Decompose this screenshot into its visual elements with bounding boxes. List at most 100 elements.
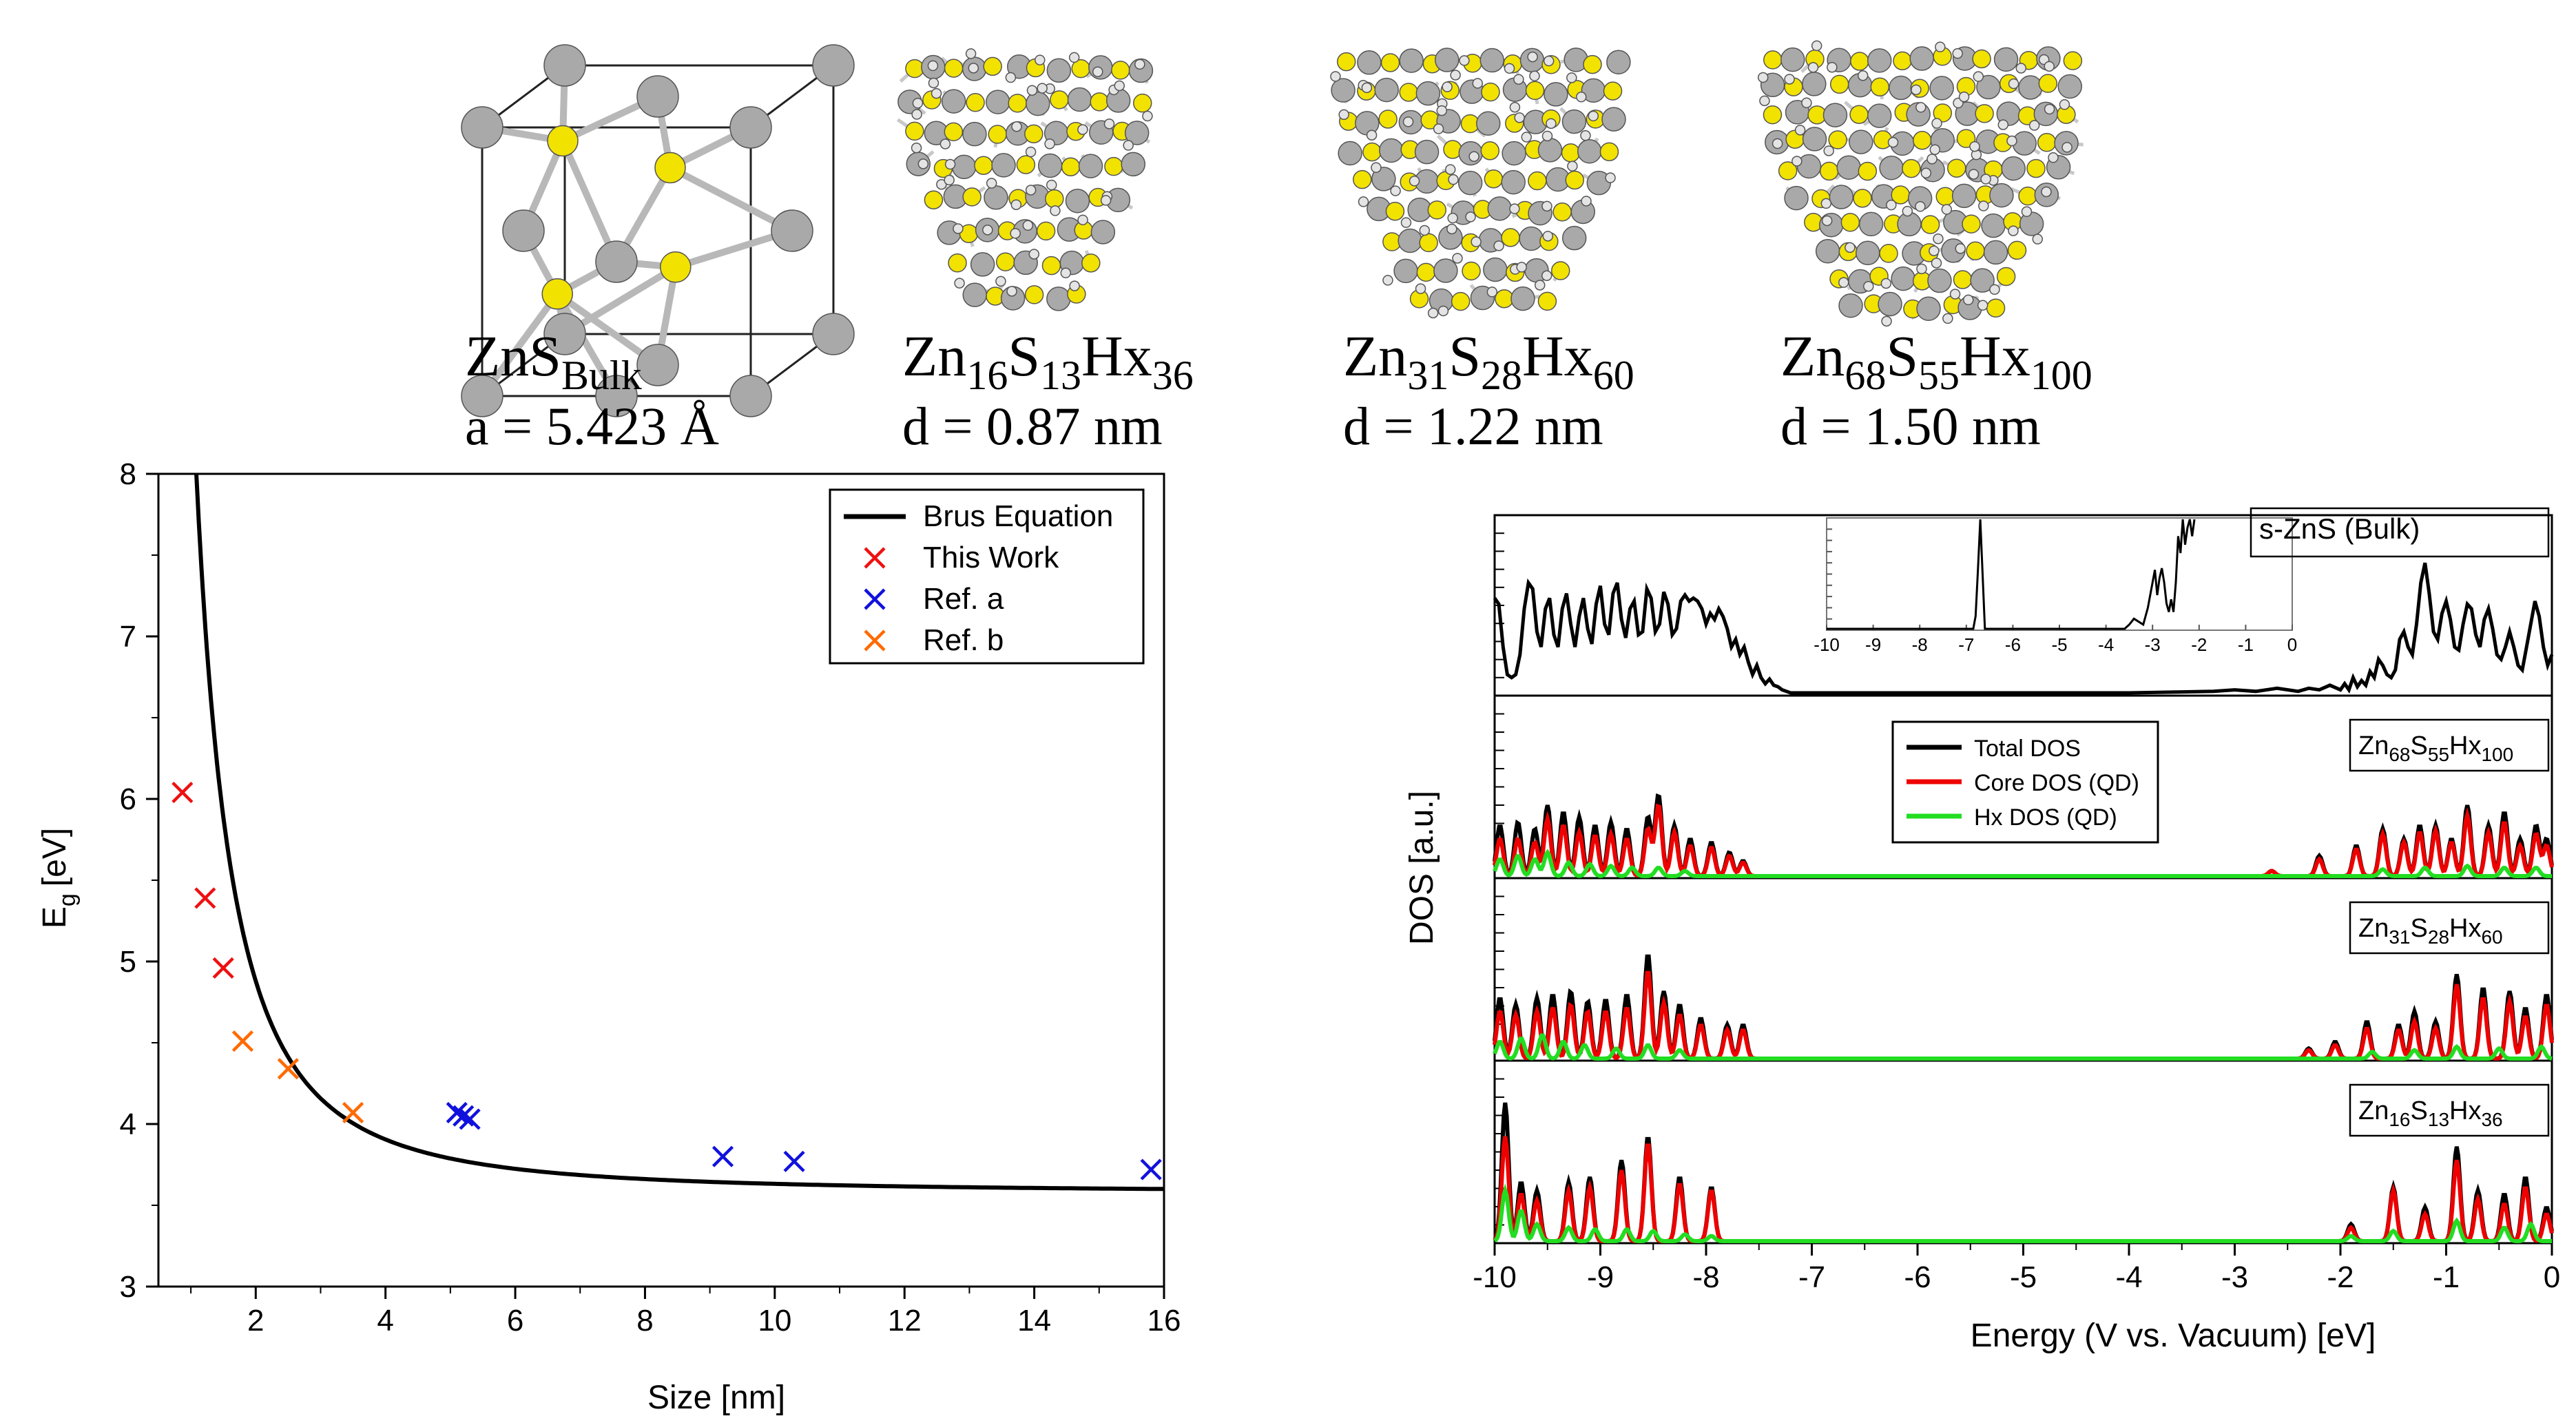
zn-atom: [991, 153, 1016, 178]
panel-label-box: [2349, 901, 2550, 955]
h-atom: [1887, 136, 1899, 148]
h-atom: [1459, 55, 1470, 66]
zn-atom: [941, 89, 966, 114]
h-atom: [982, 225, 993, 236]
h-atom: [1580, 130, 1591, 141]
s-atom: [1933, 103, 1953, 123]
zn-atom: [2057, 74, 2082, 99]
inset-x-tick-label: -5: [2051, 634, 2067, 655]
s-atom: [1362, 142, 1382, 162]
h-atom: [1978, 200, 1989, 211]
s-atom: [974, 156, 993, 175]
y-tick-label: 3: [120, 1270, 136, 1304]
h-atom: [1942, 313, 1953, 324]
legend-label-ref-b: Ref. b: [923, 623, 1004, 657]
legend-label-total: Total DOS: [1974, 736, 2081, 762]
x-tick-label: -6: [1904, 1260, 1931, 1294]
h-atom: [1955, 243, 1966, 254]
ref-a-point: [446, 1101, 468, 1124]
zn-atom: [1501, 169, 1526, 195]
panel-label-bulk: s-ZnS (Bulk): [2259, 512, 2420, 545]
s-atom: [1132, 93, 1152, 113]
h-atom: [1863, 280, 1874, 292]
formula-subscript: 100: [2030, 353, 2092, 398]
zn-atom: [1889, 75, 1913, 101]
h-atom: [1409, 176, 1420, 187]
h-atom: [1820, 198, 1832, 209]
h-atom: [1446, 223, 1457, 235]
h-atom: [912, 98, 924, 109]
inset-x-tick-label: -6: [2005, 634, 2021, 655]
zn-atom: [1046, 58, 1072, 83]
y-tick-label: 8: [120, 457, 136, 491]
h-atom: [1493, 240, 1504, 251]
h-atom: [1527, 51, 1538, 63]
s-atom: [1041, 256, 1061, 275]
x-tick-label: 6: [507, 1304, 523, 1338]
zn-atom: [543, 313, 586, 355]
h-atom: [1952, 48, 1963, 59]
inset-x-tick-label: -7: [1958, 634, 1974, 655]
zn-atom: [1802, 127, 1827, 152]
chart-legend: Brus Equation This Work Ref. a Ref. b: [829, 488, 1145, 665]
legend-label-brus: Brus Equation: [923, 499, 1113, 533]
h-atom: [1442, 81, 1453, 92]
h-atom: [968, 63, 979, 74]
inset-x-tick-label: 0: [2287, 634, 2297, 655]
zn-atom: [1577, 138, 1602, 164]
zn-atom: [1519, 226, 1544, 251]
s-atom: [1480, 141, 1500, 160]
formula-element: Hx: [1960, 324, 2030, 388]
legend-label-hx: Hx DOS (QD): [1974, 804, 2117, 831]
zn-atom: [962, 282, 988, 307]
label-subscript: 36: [2481, 1109, 2502, 1130]
s-atom: [1552, 202, 1572, 222]
s-atom: [1525, 81, 1545, 101]
s-atom: [1583, 54, 1602, 74]
zn-atom: [1929, 76, 1954, 101]
s-atom: [1953, 270, 1973, 289]
formula-element: S: [1448, 324, 1481, 388]
zn-atom: [1836, 155, 1861, 180]
zn-atom: [543, 44, 586, 87]
s-atom: [1016, 155, 1036, 174]
h-atom: [1915, 201, 1926, 212]
formula-subscript: 31: [1407, 353, 1448, 398]
h-atom: [1969, 141, 1980, 152]
x-tick-label: -3: [2221, 1260, 2248, 1294]
h-atom: [1452, 253, 1463, 264]
formula-subscript: 60: [1593, 353, 1634, 398]
this-work-point: [194, 887, 216, 909]
zn-atom: [636, 344, 679, 386]
bond: [668, 165, 794, 234]
h-atom: [1911, 84, 1922, 96]
h-atom: [1566, 72, 1577, 83]
inset-x-tick-label: -9: [1865, 634, 1881, 655]
s-atom: [2007, 240, 2027, 260]
zn-atom: [812, 44, 855, 87]
h-atom: [1060, 267, 1072, 279]
s-atom: [1565, 170, 1584, 190]
h-atom: [1997, 119, 2009, 130]
h-atom: [1338, 109, 1349, 121]
dos-legend: Total DOS Core DOS (QD) Hx DOS (QD): [1891, 720, 2159, 844]
h-atom: [1134, 59, 1145, 70]
legend-label-ref-a: Ref. a: [923, 582, 1004, 616]
h-atom: [1575, 92, 1587, 103]
bond: [559, 139, 620, 264]
h-atom: [1886, 199, 1897, 211]
h-atom: [1402, 116, 1414, 127]
s-atom: [1966, 241, 1985, 260]
h-atom: [995, 275, 1006, 287]
s-atom: [1962, 214, 1981, 233]
h-atom: [1509, 203, 1520, 214]
zn-atom: [2001, 156, 2026, 181]
h-atom: [1516, 262, 1527, 273]
panel-label-box: [2250, 507, 2550, 558]
h-atom: [986, 178, 997, 189]
inset-x-tick-label: -8: [1912, 634, 1928, 655]
h-atom: [1915, 102, 1926, 113]
s-atom: [905, 59, 924, 79]
zn-atom: [1818, 212, 1844, 238]
h-atom: [1949, 289, 1961, 300]
